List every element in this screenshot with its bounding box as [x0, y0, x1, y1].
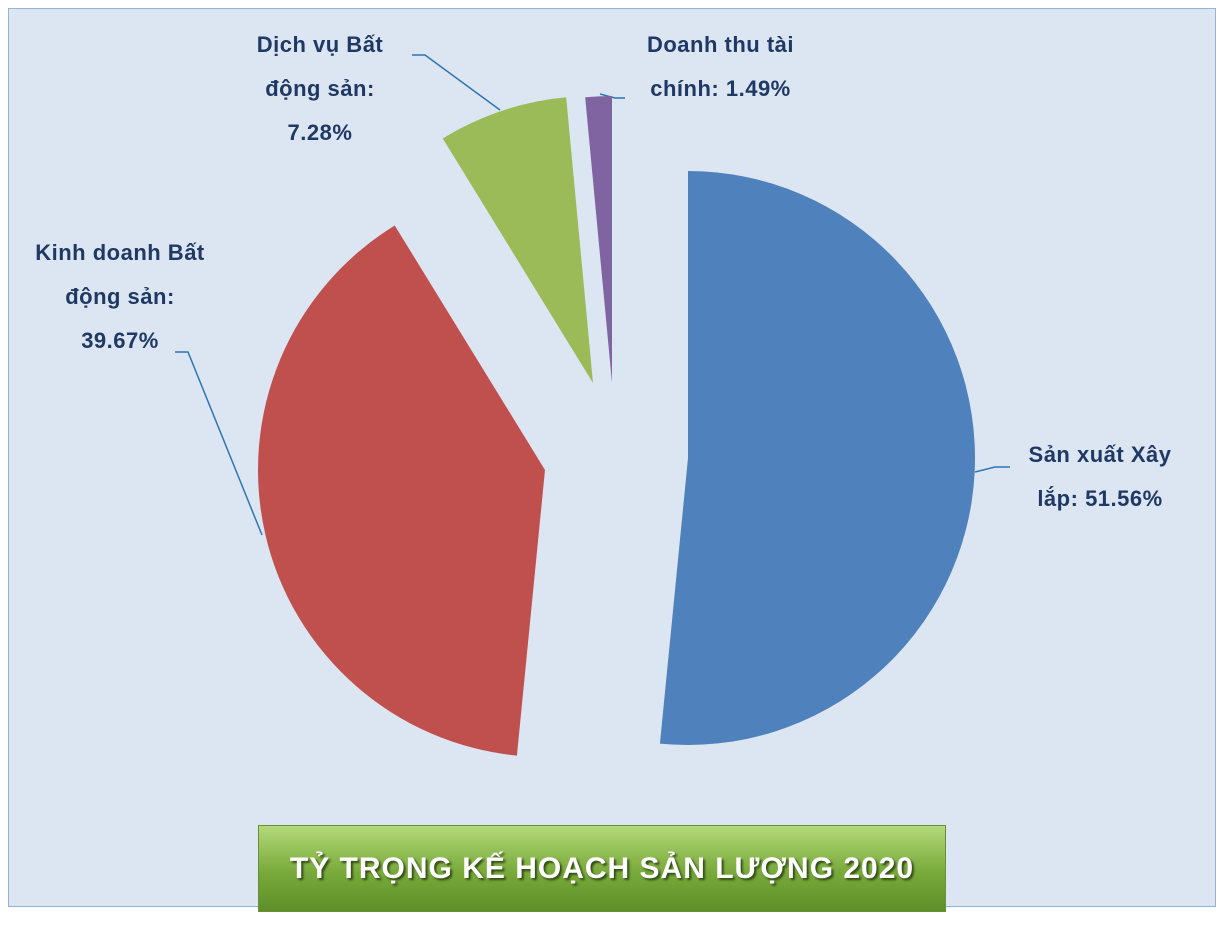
- value-label: 51.56%: [1085, 486, 1163, 511]
- pie-slice: [585, 96, 612, 383]
- value-label: 7.28%: [287, 120, 353, 145]
- category-label: Doanh thu tài chính:: [646, 32, 795, 101]
- data-label: Doanh thu tài chính: 1.49%: [628, 23, 813, 111]
- category-label: Sản xuất Xây lắp:: [1028, 442, 1172, 511]
- value-label: 39.67%: [81, 328, 159, 353]
- pie-slice: [258, 225, 545, 756]
- leader-line: [599, 93, 625, 99]
- leader-lines: [175, 54, 1010, 536]
- data-label: Dịch vụ Bất động sản: 7.28%: [235, 23, 405, 155]
- value-label: 1.49%: [725, 76, 791, 101]
- leader-line: [974, 466, 1010, 473]
- data-label: Sản xuất Xây lắp: 51.56%: [1005, 433, 1195, 521]
- leader-line: [412, 54, 501, 111]
- category-label: Kinh doanh Bất động sản:: [35, 240, 205, 309]
- data-label: Kinh doanh Bất động sản: 39.67%: [25, 231, 215, 363]
- pie-slice: [659, 171, 975, 745]
- category-label: Dịch vụ Bất động sản:: [256, 32, 384, 101]
- pie-slice: [442, 97, 593, 383]
- leader-line: [175, 351, 263, 536]
- chart-title: TỶ TRỌNG KẾ HOẠCH SẢN LƯỢNG 2020: [258, 825, 946, 912]
